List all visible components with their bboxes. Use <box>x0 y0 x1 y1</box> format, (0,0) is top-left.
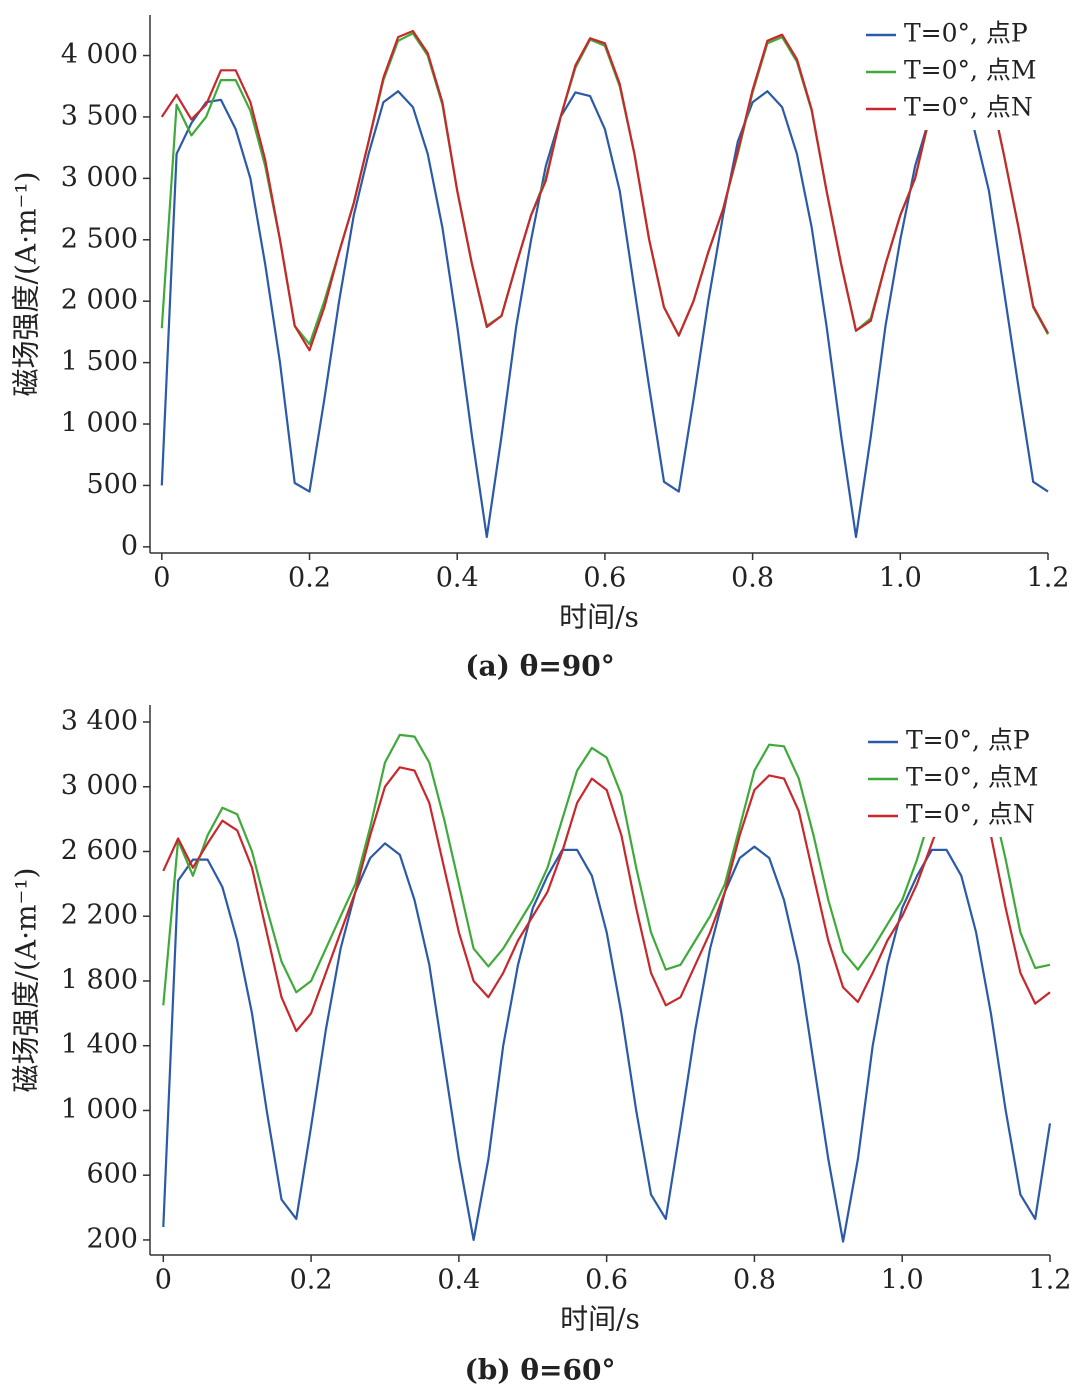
legend-label: T=0°, 点N <box>904 93 1033 122</box>
x-tick-label: 0.2 <box>288 563 331 594</box>
series-line <box>160 90 1049 539</box>
y-tick-label: 3 000 <box>61 162 138 193</box>
y-tick-label: 500 <box>86 469 138 500</box>
y-tick-label: 2 600 <box>61 835 138 866</box>
y-tick-label: 0 <box>121 530 138 561</box>
legend-label: T=0°, 点N <box>906 800 1035 829</box>
legend-label: T=0°, 点P <box>906 726 1030 755</box>
x-tick-label: 0.8 <box>731 563 774 594</box>
y-tick-label: 1 000 <box>61 1094 138 1125</box>
x-tick-label: 0.2 <box>290 1265 333 1296</box>
x-tick-label: 0.6 <box>583 563 626 594</box>
y-tick-label: 2 500 <box>61 223 138 254</box>
legend-label: T=0°, 点P <box>904 19 1028 48</box>
y-tick-label: 1 800 <box>61 964 138 995</box>
y-tick-label: 3 000 <box>61 770 138 801</box>
x-tick-label: 1.0 <box>879 563 922 594</box>
y-axis-label: 磁场强度/(A·m⁻¹) <box>10 172 43 397</box>
y-tick-label: 1 500 <box>61 346 138 377</box>
chart: 200 600 1 000 1 400 1 800 2 200 2 600 3 000 3 40… <box>10 705 1072 1387</box>
legend-label: T=0°, 点M <box>904 56 1037 85</box>
x-tick-label: 0.6 <box>585 1265 628 1296</box>
x-tick-label: 1.2 <box>1029 1265 1072 1296</box>
x-tick-label: 1.0 <box>881 1265 924 1296</box>
y-axis-label: 磁场强度/(A·m⁻¹) <box>10 868 43 1093</box>
y-tick-label: 4 000 <box>61 39 138 70</box>
y-tick-label: 2 000 <box>61 285 138 316</box>
y-tick-label: 1 400 <box>61 1029 138 1060</box>
x-tick-label: 0.4 <box>437 1265 480 1296</box>
x-tick-label: 1.2 <box>1027 563 1070 594</box>
y-tick-label: 3 400 <box>61 705 138 736</box>
y-tick-label: 600 <box>86 1159 138 1190</box>
x-tick-label: 0 <box>155 1265 172 1296</box>
series-line <box>162 766 1051 1033</box>
y-tick-label: 3 500 <box>61 100 138 131</box>
x-tick-label: 0.4 <box>436 563 479 594</box>
y-tick-label: 2 200 <box>61 900 138 931</box>
x-tick-label: 0 <box>153 563 170 594</box>
series-line <box>162 842 1052 1243</box>
series-line <box>162 733 1051 1006</box>
caption: (b) θ=60° <box>465 1354 616 1387</box>
x-axis-label: 时间/s <box>560 1303 640 1336</box>
legend-label: T=0°, 点M <box>906 763 1039 792</box>
x-axis-label: 时间/s <box>559 601 639 634</box>
y-tick-label: 200 <box>86 1223 138 1254</box>
y-tick-label: 1 000 <box>61 408 138 439</box>
series-line <box>160 29 1049 352</box>
chart: 0 500 1 000 1 500 2 000 2 500 3 000 3 500 4 000 0… <box>10 15 1070 683</box>
caption: (a) θ=90° <box>465 650 615 683</box>
x-tick-label: 0.8 <box>733 1265 776 1296</box>
